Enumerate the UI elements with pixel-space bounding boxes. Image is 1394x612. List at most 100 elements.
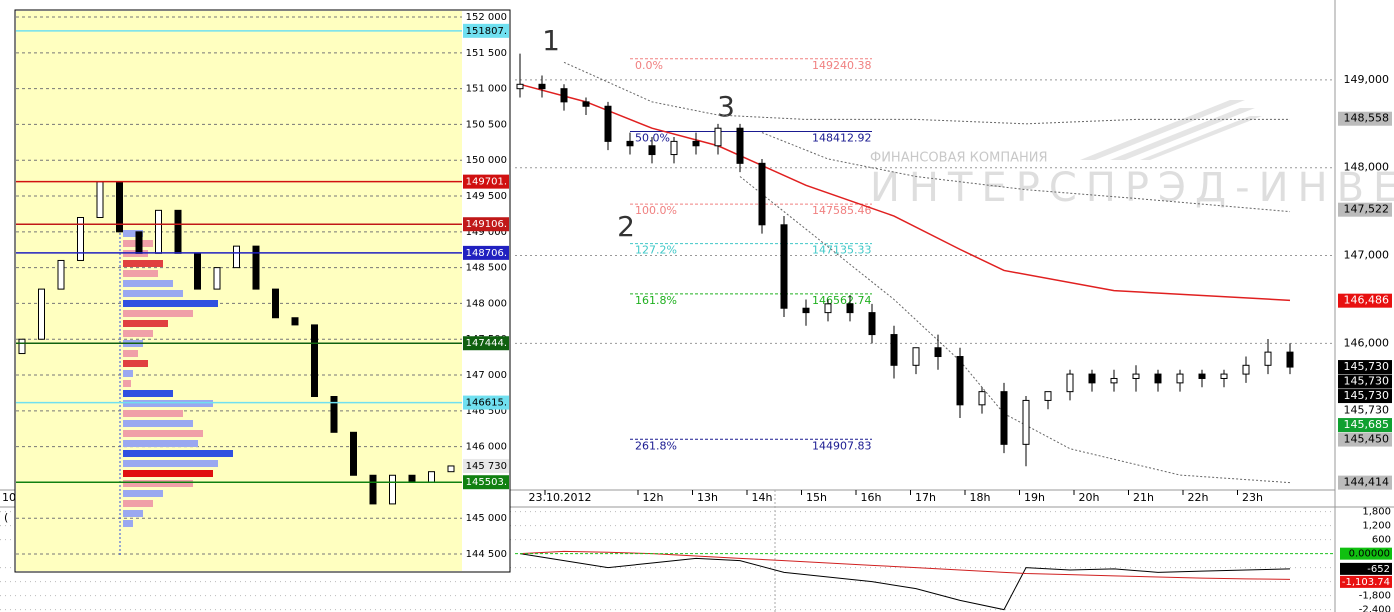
candle-body (1022, 399, 1030, 445)
candle-body (408, 474, 416, 483)
candle-body (648, 145, 656, 156)
candle-body (1242, 364, 1250, 375)
y-tick-label: 152 000 (466, 12, 507, 23)
profile-bar (123, 380, 131, 387)
price-marker-label: 145,730 (1344, 404, 1390, 417)
profile-bar (123, 410, 183, 417)
candle-body (233, 245, 240, 269)
profile-bar (123, 370, 133, 377)
candle-body (174, 209, 182, 254)
profile-bar (123, 260, 163, 267)
main-chart: 149,000 148,000 147,000 146,000 23.10.2012 12… (515, 53, 1392, 504)
candle-body (1110, 377, 1118, 384)
fib-value: 147585.46 (812, 204, 872, 217)
candle-body (1000, 391, 1008, 445)
fib-percent: 100.0% (635, 204, 677, 217)
profile-bar (123, 440, 198, 447)
price-marker (1338, 475, 1392, 490)
y-tick-label: 146,000 (1344, 336, 1390, 349)
fib-percent: 161.8% (635, 294, 677, 307)
fib-value: 146562.74 (812, 294, 872, 307)
y-tick-label: 1,800 (1362, 507, 1391, 518)
candle-body (311, 324, 318, 398)
x-tick-label: 14h (752, 491, 773, 504)
y-tick-label: 148,000 (1344, 161, 1390, 174)
level-label: 146615. (466, 398, 507, 409)
level-marker (463, 336, 509, 351)
logo (1080, 100, 1262, 160)
candle-body (692, 140, 700, 147)
level-marker (463, 245, 509, 260)
candle-body (1132, 373, 1140, 379)
candle-body (1154, 373, 1162, 384)
level-label: 145503. (466, 477, 507, 488)
candle-body (96, 181, 104, 219)
price-marker (1338, 403, 1392, 418)
last-price-marker (463, 458, 509, 473)
candle-body (428, 471, 435, 483)
level-marker (463, 217, 509, 232)
price-marker (1338, 432, 1392, 447)
profile-bar (123, 480, 193, 487)
price-marker-label: 148,558 (1344, 112, 1390, 125)
candle-body (252, 245, 260, 290)
candle-body (978, 391, 986, 406)
price-marker (1338, 374, 1392, 389)
candle-body (868, 312, 876, 336)
profile-bar (123, 350, 138, 357)
profile-bar (123, 470, 213, 477)
candle-body (1066, 373, 1074, 393)
candle-body (912, 347, 920, 366)
profile-bar (123, 300, 218, 307)
profile-bar (123, 330, 153, 337)
x-tick-label: 21h (1133, 491, 1154, 504)
profile-bar (123, 460, 218, 467)
candle-body (291, 317, 299, 326)
level-marker (463, 395, 509, 410)
profile-bar (123, 520, 133, 527)
candle-body (538, 83, 546, 90)
level-label: 148706. (466, 248, 507, 259)
price-marker (1338, 202, 1392, 217)
candle-body (1220, 373, 1228, 379)
candle-body (934, 347, 942, 358)
panel-label: ( (4, 511, 8, 524)
y-tick-label: 146 000 (466, 442, 507, 453)
annotation: 2 (617, 210, 635, 243)
candle-body (846, 303, 854, 314)
candle-body (582, 101, 590, 107)
overlay-line (519, 83, 1291, 302)
profile-bar (123, 310, 193, 317)
oscillator-line (519, 553, 1291, 611)
candle-body (1264, 351, 1272, 366)
x-tick-label: 19h (1024, 491, 1045, 504)
profile-bar (123, 390, 173, 397)
level-marker (463, 23, 509, 38)
y-tick-label: 151 500 (466, 48, 507, 59)
last-price-label: 145 730 (466, 461, 507, 472)
candle-body (18, 338, 26, 355)
y-tick-label: 600 (1372, 535, 1391, 546)
price-marker (1338, 418, 1392, 433)
candle-body (560, 88, 568, 103)
profile-bar (123, 400, 213, 407)
x-tick-label: 23h (1242, 491, 1263, 504)
fib-percent: 127.2% (635, 244, 677, 257)
candle-body (626, 140, 634, 147)
profile-bar (123, 500, 153, 507)
y-tick-label: 1,200 (1362, 521, 1391, 532)
candle-body (369, 474, 377, 505)
candle-body (1044, 391, 1052, 401)
x-tick-label: 17h (915, 491, 936, 504)
price-marker (1338, 389, 1392, 404)
y-tick-label: 150 500 (466, 119, 507, 130)
x-tick-label: 22h (1188, 491, 1209, 504)
candle-body (824, 303, 832, 314)
x-tick-label: 13h (697, 491, 718, 504)
y-tick-label: 151 000 (466, 84, 507, 95)
price-marker-label: 146,486 (1344, 294, 1390, 307)
indicator-marker-label: -1,103.74 (1342, 577, 1390, 588)
profile-bar (123, 430, 203, 437)
overlay-line (761, 132, 1291, 213)
x-tick-label: 18h (970, 491, 991, 504)
